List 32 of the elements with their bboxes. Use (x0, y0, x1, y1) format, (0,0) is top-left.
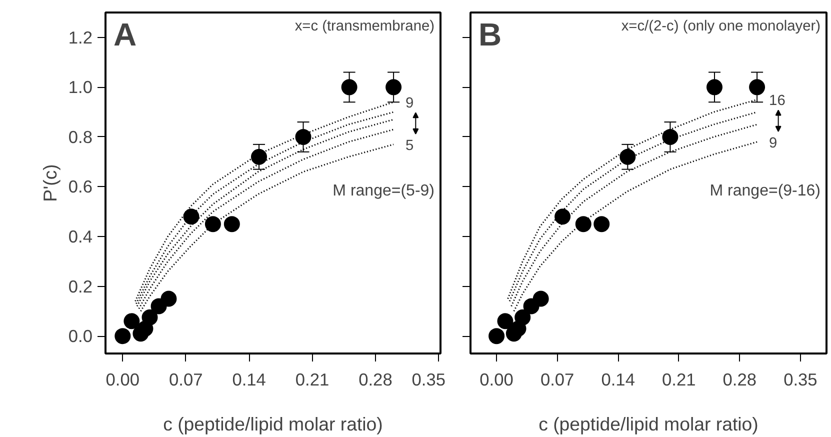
annotation: 5 (406, 138, 414, 154)
x-axis-title: c (peptide/lipid molar ratio) (538, 414, 758, 434)
annotation: 9 (769, 135, 778, 152)
y-tick-label: 0.2 (68, 276, 93, 296)
annotation: x=c (transmembrane) (294, 18, 434, 34)
x-tick-label: 0.07 (540, 370, 574, 390)
x-tick-label: 0.21 (662, 370, 696, 390)
annotation: 16 (769, 93, 786, 110)
y-tick-label: 1.2 (68, 27, 93, 48)
annotation: B (478, 16, 502, 52)
x-tick-label: 0.28 (722, 370, 757, 390)
annotation: 9 (406, 96, 414, 112)
annotation: M range=(9-16) (710, 182, 820, 200)
x-tick-label: 0.00 (480, 370, 514, 390)
y-axis-title: P'(c) (39, 164, 60, 202)
x-tick-label: 0.35 (784, 370, 818, 390)
x-tick-label: 0.21 (295, 370, 330, 390)
x-tick-label: 0.28 (358, 370, 392, 390)
x-tick-label: 0.35 (412, 370, 446, 390)
y-tick-label: 0.6 (68, 176, 93, 197)
x-tick-label: 0.14 (601, 370, 636, 390)
x-tick-label: 0.07 (169, 370, 203, 390)
annotation: M range=(5-9) (332, 182, 435, 200)
annotation: x=c/(2-c) (only one monolayer) (621, 18, 820, 34)
x-axis-title: c (peptide/lipid molar ratio) (163, 414, 383, 434)
annotation: A (114, 16, 137, 52)
y-tick-label: 0.8 (68, 126, 93, 147)
y-tick-label: 1.0 (68, 77, 93, 98)
x-tick-label: 0.14 (232, 370, 266, 390)
x-tick-label: 0.00 (106, 370, 140, 390)
y-tick-label: 0.0 (68, 326, 93, 346)
y-tick-label: 0.4 (68, 226, 93, 247)
